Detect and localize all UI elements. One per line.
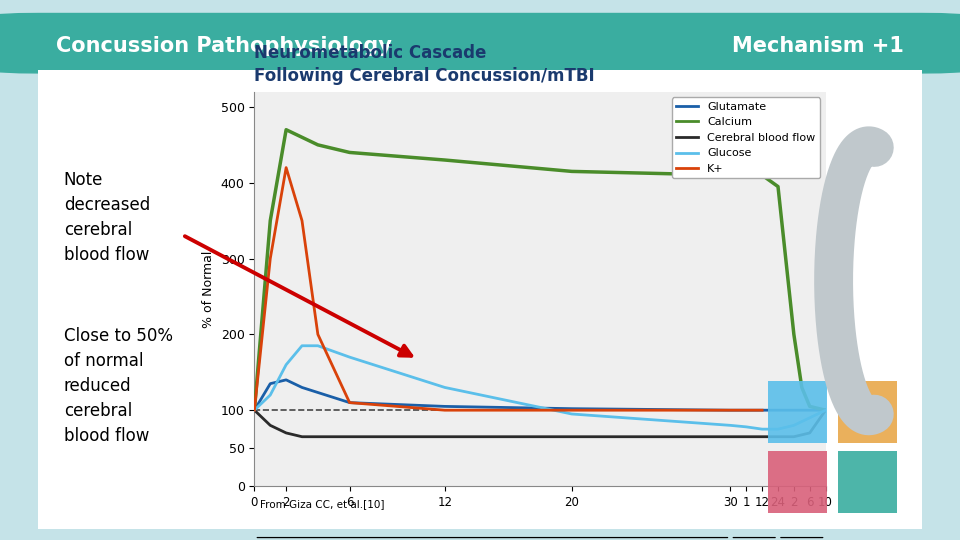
Bar <box>768 381 828 443</box>
Text: Neurometabolic Cascade
Following Cerebral Concussion/mTBI: Neurometabolic Cascade Following Cerebra… <box>254 44 595 85</box>
Y-axis label: % of Normal: % of Normal <box>203 250 215 328</box>
Text: Mechanism +1: Mechanism +1 <box>732 36 904 56</box>
Text: Close to 50%
of normal
reduced
cerebral
blood flow: Close to 50% of normal reduced cerebral … <box>63 327 173 446</box>
FancyBboxPatch shape <box>30 65 930 534</box>
Bar <box>838 381 897 443</box>
Text: Note
decreased
cerebral
blood flow: Note decreased cerebral blood flow <box>63 171 150 264</box>
Bar <box>768 451 828 513</box>
Text: Concussion Pathophysiology: Concussion Pathophysiology <box>56 36 392 56</box>
FancyBboxPatch shape <box>0 14 960 73</box>
Legend: Glutamate, Calcium, Cerebral blood flow, Glucose, K+: Glutamate, Calcium, Cerebral blood flow,… <box>672 97 820 178</box>
Bar <box>838 451 897 513</box>
Text: From Giza CC, et al.[10]: From Giza CC, et al.[10] <box>260 499 385 509</box>
